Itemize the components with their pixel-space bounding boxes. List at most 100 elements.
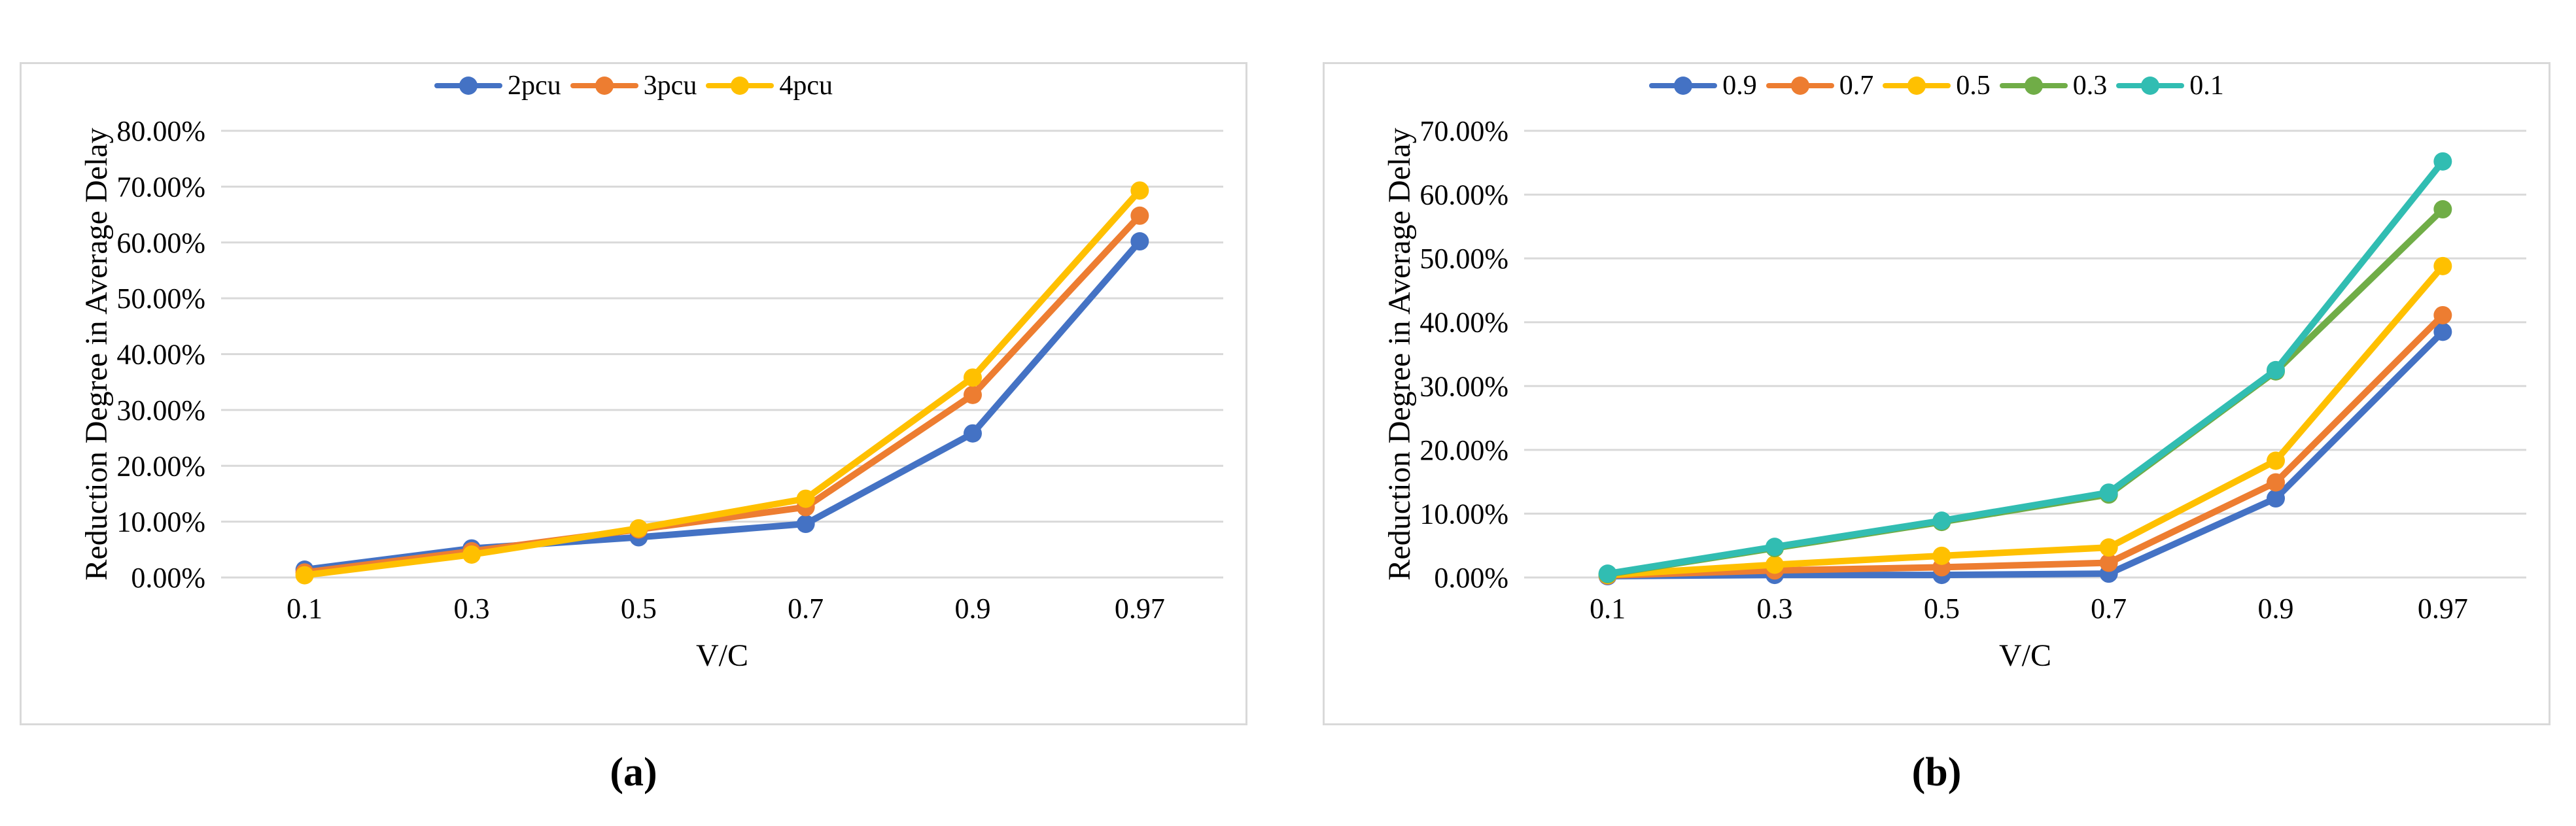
y-tick-label: 40.00% [116, 339, 205, 371]
legend-dot-icon [1790, 77, 1809, 95]
y-tick-label: 0.00% [131, 562, 205, 594]
legend-item-0.1: 0.1 [2116, 72, 2224, 99]
series-marker-4pcu [1130, 181, 1149, 200]
series-marker-4pcu [462, 545, 481, 564]
series-line-3pcu [301, 212, 1143, 576]
legend-b: 0.9 0.7 0.5 0.3 0.1 [1325, 72, 2549, 99]
line-chart-b: 0.00% 10.00% 20.00% 30.00% 40.00% 50.00% 60.00… [1382, 115, 2526, 673]
series-marker-0.9 [2267, 489, 2285, 508]
legend-line-marker-icon [1649, 75, 1718, 97]
legend-dot-icon [1674, 77, 1693, 95]
y-tick-label: 70.00% [1419, 115, 1508, 147]
legend-line-marker-icon [570, 75, 638, 97]
legend-item-0.5: 0.5 [1883, 72, 1991, 99]
legend-label: 0.1 [2189, 71, 2224, 101]
series-marker-4pcu [629, 519, 648, 538]
legend-line-marker-icon [1766, 75, 1834, 97]
series-marker-4pcu [796, 489, 815, 508]
x-tick-label: 0.97 [2418, 593, 2468, 625]
series-marker-0.1 [1598, 564, 1617, 583]
legend-dot-icon [1907, 77, 1926, 95]
y-tick-label: 40.00% [1419, 307, 1508, 339]
series-marker-0.5 [1766, 555, 1784, 574]
caption-a: (a) [610, 750, 657, 795]
legend-line-marker-icon [434, 75, 503, 97]
legend-a: 2pcu 3pcu 4pcu [22, 72, 1245, 99]
legend-dot-icon [731, 77, 750, 95]
y-tick-label: 50.00% [1419, 243, 1508, 275]
legend-item-3pcu: 3pcu [570, 72, 697, 99]
series-line-0.5 [1604, 262, 2446, 579]
legend-label: 0.5 [1956, 71, 1991, 101]
y-tick-label: 20.00% [116, 450, 205, 482]
series-marker-0.7 [2433, 305, 2452, 324]
legend-label: 0.7 [1839, 71, 1874, 101]
legend-item-0.3: 0.3 [1999, 71, 2108, 101]
caption-b: (b) [1911, 750, 1962, 795]
series-marker-0.5 [2099, 538, 2118, 557]
series-marker-3pcu [964, 385, 982, 404]
legend-dot-icon [2141, 77, 2160, 95]
y-tick-label: 10.00% [116, 506, 205, 538]
x-tick-label: 0.9 [2258, 593, 2294, 625]
series-marker-0.3 [2433, 200, 2452, 219]
legend-line-marker-icon [706, 75, 775, 97]
series-marker-0.1 [1932, 511, 1951, 530]
x-tick-label: 0.3 [1757, 593, 1793, 625]
series-marker-0.7 [2099, 553, 2118, 572]
series-marker-0.1 [1766, 538, 1784, 557]
y-tick-label: 60.00% [1419, 179, 1508, 211]
axis-title-y: Reduction Degree in Average Delay [79, 128, 114, 580]
chart-panel-b: 0.9 0.7 0.5 0.3 0.1 0.00% 10.00% 20.00% 30.00% 4… [1323, 62, 2550, 725]
axis-title-x: V/C [1999, 638, 2051, 673]
x-tick-label: 0.3 [454, 593, 490, 625]
x-tick-label: 0.9 [955, 593, 991, 625]
y-tick-label: 60.00% [116, 227, 205, 259]
y-tick-label: 50.00% [116, 283, 205, 315]
legend-item-0.9: 0.9 [1649, 72, 1757, 99]
series-marker-0.5 [1932, 546, 1951, 565]
legend-item-4pcu: 4pcu [706, 72, 833, 99]
x-tick-label: 0.1 [1590, 593, 1626, 625]
x-tick-label: 0.97 [1115, 593, 1165, 625]
x-tick-label: 0.5 [1924, 593, 1960, 625]
legend-dot-icon [2024, 77, 2043, 95]
line-chart-a: 0.00% 10.00% 20.00% 30.00% 40.00% 50.00% 60.00… [79, 115, 1223, 673]
legend-label: 0.3 [2072, 71, 2108, 101]
y-tick-label: 30.00% [1419, 370, 1508, 402]
legend-dot-icon [459, 77, 478, 95]
series-line-0.3 [1604, 206, 2446, 578]
axis-title-x: V/C [696, 638, 748, 673]
legend-item-0.7: 0.7 [1766, 71, 1874, 101]
series-line-0.9 [1604, 328, 2446, 580]
series-marker-0.5 [2433, 256, 2452, 275]
x-tick-label: 0.7 [2091, 593, 2127, 625]
legend-label: 4pcu [779, 71, 833, 101]
series-marker-0.9 [2433, 322, 2452, 341]
legend-label: 3pcu [643, 71, 697, 101]
x-tick-label: 0.1 [287, 593, 322, 625]
series-marker-3pcu [1130, 206, 1149, 225]
legend-line-marker-icon [2116, 75, 2185, 97]
y-tick-label: 30.00% [116, 394, 205, 426]
chart-panel-a: 2pcu 3pcu 4pcu 0.00% 10.00% 20.00% 30.00% 40.0… [20, 62, 1247, 725]
y-tick-label: 20.00% [1419, 434, 1508, 466]
legend-line-marker-icon [1999, 75, 2068, 97]
series-marker-0.7 [2267, 473, 2285, 492]
series-line-0.7 [1604, 311, 2446, 579]
series-marker-4pcu [295, 566, 314, 585]
series-marker-2pcu [1130, 232, 1149, 251]
x-tick-label: 0.5 [621, 593, 657, 625]
series-marker-0.1 [2099, 483, 2118, 502]
axis-title-y: Reduction Degree in Average Delay [1382, 128, 1417, 580]
series-line-4pcu [301, 187, 1143, 579]
y-tick-label: 80.00% [116, 115, 205, 147]
series-marker-4pcu [964, 368, 982, 387]
legend-label: 2pcu [508, 71, 561, 101]
legend-label: 0.9 [1722, 71, 1757, 101]
series-marker-2pcu [964, 424, 982, 443]
series-line-0.1 [1604, 158, 2446, 577]
legend-item-2pcu: 2pcu [434, 72, 561, 99]
series-marker-2pcu [796, 515, 815, 534]
